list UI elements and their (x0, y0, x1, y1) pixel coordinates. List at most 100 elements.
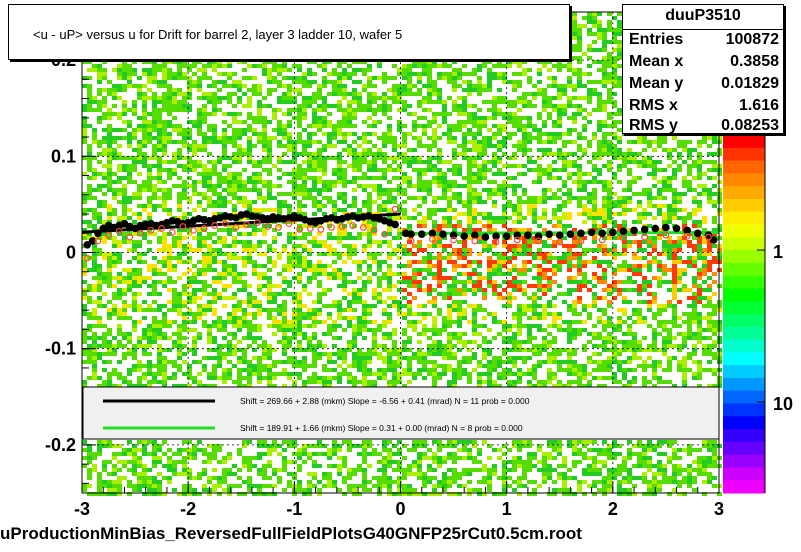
heatmap-cell (287, 356, 292, 360)
heatmap-cell (197, 84, 202, 88)
heatmap-cell (477, 236, 482, 240)
heatmap-cell (447, 196, 452, 200)
heatmap-cell (227, 252, 232, 256)
heatmap-cell (302, 336, 307, 340)
heatmap-cell (102, 236, 107, 240)
heatmap-cell (122, 108, 127, 112)
heatmap-cell (207, 460, 212, 464)
heatmap-cell (252, 336, 257, 340)
heatmap-cell (392, 248, 397, 252)
heatmap-cell (187, 184, 192, 188)
heatmap-cell (102, 336, 107, 340)
heatmap-cell (182, 104, 187, 108)
heatmap-cell (212, 312, 217, 316)
heatmap-cell (137, 212, 142, 216)
heatmap-cell (157, 368, 162, 372)
heatmap-cell (132, 268, 137, 272)
heatmap-cell (427, 144, 432, 148)
heatmap-cell (202, 72, 207, 76)
heatmap-cell (177, 140, 182, 144)
heatmap-cell (432, 176, 437, 180)
heatmap-cell (202, 312, 207, 316)
heatmap-cell (312, 92, 317, 96)
heatmap-cell (112, 68, 117, 72)
heatmap-cell (317, 464, 322, 468)
heatmap-cell (447, 484, 452, 488)
heatmap-cell (342, 228, 347, 232)
heatmap-cell (217, 160, 222, 164)
heatmap-cell (337, 268, 342, 272)
heatmap-cell (452, 356, 457, 360)
heatmap-cell (252, 356, 257, 360)
heatmap-cell (242, 152, 247, 156)
heatmap-cell (352, 244, 357, 248)
heatmap-cell (367, 308, 372, 312)
heatmap-cell (437, 180, 442, 184)
heatmap-cell (167, 92, 172, 96)
heatmap-cell (132, 240, 137, 244)
heatmap-cell (202, 384, 207, 388)
heatmap-cell (242, 464, 247, 468)
heatmap-cell (157, 324, 162, 328)
heatmap-cell (97, 376, 102, 380)
heatmap-cell (467, 320, 472, 324)
heatmap-cell (142, 144, 147, 148)
heatmap-cell (227, 320, 232, 324)
heatmap-cell (152, 164, 157, 168)
heatmap-cell (477, 92, 482, 96)
heatmap-cell (217, 448, 222, 452)
heatmap-cell (122, 332, 127, 336)
heatmap-cell (327, 156, 332, 160)
heatmap-cell (367, 132, 372, 136)
heatmap-cell (152, 284, 157, 288)
heatmap-cell (372, 232, 377, 236)
heatmap-cell (347, 280, 352, 284)
heatmap-cell (322, 180, 327, 184)
heatmap-cell (177, 176, 182, 180)
heatmap-cell (347, 232, 352, 236)
heatmap-cell (107, 164, 112, 168)
heatmap-cell (267, 92, 272, 96)
heatmap-cell (417, 244, 422, 248)
heatmap-cell (212, 100, 217, 104)
heatmap-cell (402, 356, 407, 360)
heatmap-cell (172, 488, 177, 492)
heatmap-cell (427, 480, 432, 484)
heatmap-cell (137, 368, 142, 372)
heatmap-cell (132, 308, 137, 312)
heatmap-cell (382, 156, 387, 160)
heatmap-cell (312, 184, 317, 188)
heatmap-cell (342, 196, 347, 200)
heatmap-cell (107, 308, 112, 312)
heatmap-cell (147, 332, 152, 336)
heatmap-cell (332, 84, 337, 88)
heatmap-cell (92, 248, 97, 252)
heatmap-cell (257, 188, 262, 192)
heatmap-cell (327, 304, 332, 308)
heatmap-cell (132, 452, 137, 456)
heatmap-cell (92, 100, 97, 104)
heatmap-cell (242, 376, 247, 380)
heatmap-cell (447, 136, 452, 140)
heatmap-cell (247, 480, 252, 484)
heatmap-cell (142, 236, 147, 240)
heatmap-cell (422, 360, 427, 364)
heatmap-cell (342, 96, 347, 100)
heatmap-cell (362, 320, 367, 324)
heatmap-cell (117, 176, 122, 180)
heatmap-cell (387, 124, 392, 128)
heatmap-cell (237, 240, 242, 244)
heatmap-cell (337, 132, 342, 136)
heatmap-cell (102, 272, 107, 276)
heatmap-cell (137, 184, 142, 188)
heatmap-cell (367, 372, 372, 376)
heatmap-cell (427, 212, 432, 216)
heatmap-cell (327, 184, 332, 188)
heatmap-cell (267, 452, 272, 456)
heatmap-cell (357, 324, 362, 328)
heatmap-cell (157, 112, 162, 116)
heatmap-cell (417, 492, 422, 496)
heatmap-cell (172, 268, 177, 272)
heatmap-cell (267, 300, 272, 304)
heatmap-cell (432, 92, 437, 96)
